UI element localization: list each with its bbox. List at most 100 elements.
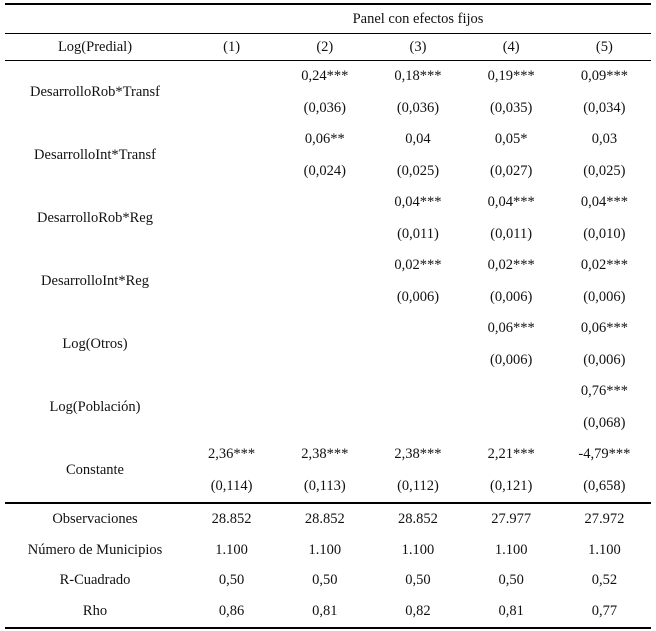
standard-error-value: (0,658): [583, 477, 626, 494]
panel-header-spacer: [5, 4, 185, 34]
coefficient-value: 0,06***: [580, 320, 628, 337]
standard-error-value: (0,068): [583, 414, 626, 431]
standard-error-row: (0,024) (0,025) (0,027) (0,025): [5, 156, 651, 188]
column-header-row: Log(Predial) (1) (2) (3) (4) (5): [5, 33, 651, 61]
variable-label: DesarrolloInt*Reg: [41, 273, 149, 290]
dependent-variable-label: Log(Predial): [5, 33, 185, 61]
standard-error-value: (0,025): [396, 162, 440, 179]
coefficient-value: 2,21***: [487, 446, 535, 463]
standard-error-value: (0,121): [490, 477, 533, 494]
coefficient-row: DesarrolloInt*Reg 0,02*** 0,02*** 0,02***: [5, 250, 651, 289]
coefficient-value: 0,76***: [580, 383, 628, 400]
standard-error-value: [278, 408, 371, 440]
standard-error-value: [185, 408, 278, 440]
coefficient-row: Log(Otros) 0,06*** 0,06***: [5, 313, 651, 352]
standard-error-value: (0,010): [583, 225, 626, 242]
coefficient-row: Log(Población) 0,76***: [5, 376, 651, 415]
coefficient-value: 0,06**: [304, 131, 345, 148]
stat-value: 27.972: [584, 511, 625, 527]
standard-error-value: [185, 93, 278, 125]
stat-value: 0,50: [498, 572, 524, 589]
coefficient-value: 0,04: [405, 131, 431, 148]
coefficient-value: [278, 250, 371, 282]
standard-error-value: (0,006): [396, 288, 440, 305]
coefficient-value: -4,79***: [578, 446, 631, 463]
variable-label: Constante: [66, 462, 124, 479]
stat-value: 0,52: [591, 572, 618, 589]
coefficient-value: 2,36***: [208, 446, 256, 463]
coefficient-value: 0,04***: [580, 194, 628, 211]
stat-value: 0,50: [312, 572, 338, 589]
coefficient-row: DesarrolloRob*Transf 0,24*** 0,18*** 0,19**…: [5, 61, 651, 100]
standard-error-value: [371, 345, 464, 377]
standard-error-value: (0,011): [490, 225, 533, 242]
standard-error-value: (0,034): [583, 99, 626, 116]
standard-error-value: [185, 156, 278, 188]
stat-value: 28.852: [304, 511, 345, 527]
variable-label: Log(Otros): [62, 336, 128, 353]
standard-error-value: [465, 408, 558, 440]
model-column-header-5: (5): [557, 33, 651, 61]
coefficient-value: 0,24***: [301, 68, 349, 85]
standard-error-value: [278, 345, 371, 377]
coefficient-value: [371, 376, 464, 408]
standard-error-value: [371, 408, 464, 440]
panel-header-row: Panel con efectos fijos: [5, 4, 651, 34]
standard-error-value: [185, 219, 278, 251]
standard-error-value: (0,036): [303, 99, 346, 116]
coefficient-value: 0,06***: [487, 320, 535, 337]
stat-value: 0,82: [405, 603, 431, 620]
coefficient-value: [185, 313, 278, 345]
standard-error-row: (0,006) (0,006) (0,006): [5, 282, 651, 314]
standard-error-value: (0,036): [396, 99, 440, 116]
stat-value: 0,86: [218, 603, 245, 620]
coefficient-value: [185, 250, 278, 282]
stat-value: 27.977: [491, 511, 532, 527]
variable-label: DesarrolloRob*Transf: [30, 84, 160, 101]
stat-value: 1.100: [494, 541, 528, 558]
stat-row: R-Cuadrado 0,50 0,50 0,50 0,50 0,52: [5, 565, 651, 596]
stat-value: 0,81: [312, 603, 338, 620]
standard-error-row: (0,036) (0,036) (0,035) (0,034): [5, 93, 651, 125]
stat-value: 1.100: [401, 541, 435, 558]
coefficient-value: [371, 313, 464, 345]
standard-error-value: [185, 282, 278, 314]
stat-label: R-Cuadrado: [59, 572, 131, 589]
stat-label: Número de Municipios: [27, 541, 163, 558]
standard-error-value: (0,027): [490, 162, 533, 179]
stat-row: Número de Municipios 1.100 1.100 1.100 1.100…: [5, 535, 651, 566]
standard-error-value: (0,006): [583, 351, 626, 368]
standard-error-row: (0,068): [5, 408, 651, 440]
standard-error-value: [278, 219, 371, 251]
coefficient-row: Constante 2,36*** 2,38*** 2,38*** 2,21*** -4,…: [5, 439, 651, 478]
standard-error-row: (0,114) (0,113) (0,112) (0,121) (0,658): [5, 471, 651, 504]
standard-error-value: (0,006): [583, 288, 626, 305]
standard-error-value: [185, 345, 278, 377]
stat-label: Rho: [82, 603, 108, 620]
coefficient-value: 0,18***: [394, 68, 442, 85]
stat-value: 28.852: [398, 511, 438, 527]
regression-table: Panel con efectos fijos Log(Predial) (1)…: [5, 3, 651, 629]
coefficient-value: [278, 187, 371, 219]
stat-value: 1.100: [588, 541, 621, 558]
standard-error-value: [278, 282, 371, 314]
standard-error-value: (0,025): [583, 162, 626, 179]
stat-value: 1.100: [308, 541, 342, 558]
coefficient-value: [278, 376, 371, 408]
coefficient-value: [185, 124, 278, 156]
stat-value: 0,77: [591, 603, 618, 620]
standard-error-row: (0,011) (0,011) (0,010): [5, 219, 651, 251]
coefficient-value: 0,02***: [580, 257, 628, 274]
coefficient-value: 0,04***: [487, 194, 535, 211]
panel-title: Panel con efectos fijos: [185, 4, 651, 34]
coefficient-value: 0,19***: [487, 68, 535, 85]
stat-value: 0,81: [498, 603, 524, 620]
coefficient-value: 0,09***: [580, 68, 628, 85]
stat-row: Observaciones 28.852 28.852 28.852 27.977 27.…: [5, 503, 651, 535]
variable-label: Log(Población): [49, 399, 141, 416]
stat-value: 1.100: [215, 541, 248, 558]
stat-value: 28.852: [211, 511, 252, 527]
standard-error-value: (0,112): [397, 477, 439, 494]
coefficient-value: [185, 61, 278, 93]
standard-error-value: (0,006): [490, 288, 533, 305]
